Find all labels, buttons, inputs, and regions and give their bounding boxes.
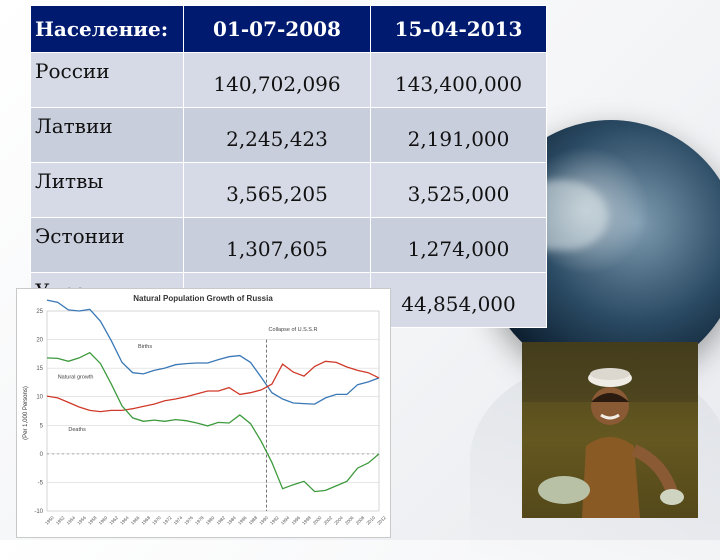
- chart-title: Natural Population Growth of Russia: [133, 294, 273, 303]
- header-label: Население:: [30, 5, 184, 53]
- annotation-label: Collapse of U.S.S.R: [269, 327, 318, 333]
- x-tick-label: 1954: [66, 515, 77, 526]
- x-tick-label: 1964: [119, 515, 130, 526]
- x-tick-label: 1966: [130, 515, 141, 526]
- x-tick-label: 2004: [333, 515, 344, 526]
- series-line: [46, 360, 380, 413]
- x-tick-label: 1984: [226, 515, 237, 526]
- x-tick-label: 1992: [269, 515, 280, 526]
- header-date-2013: 15-04-2013: [370, 5, 547, 53]
- x-tick-label: 2000: [312, 515, 323, 526]
- series-label: Births: [138, 344, 152, 350]
- x-tick-label: 1952: [55, 515, 66, 526]
- x-tick-label: 1982: [216, 515, 227, 526]
- x-tick-label: 2010: [365, 515, 376, 526]
- population-2013: 3,525,000: [370, 162, 547, 218]
- x-tick-label: 1968: [141, 515, 152, 526]
- y-tick-label: 0: [40, 452, 44, 458]
- x-tick-label: 1974: [173, 515, 184, 526]
- x-tick-label: 1950: [44, 515, 55, 526]
- x-tick-label: 1998: [301, 515, 312, 526]
- x-tick-label: 1990: [258, 515, 269, 526]
- y-tick-label: 15: [36, 366, 43, 372]
- series-line: [46, 351, 380, 493]
- country-name: России: [30, 52, 184, 108]
- country-name: Латвии: [30, 107, 184, 163]
- x-tick-label: 2012: [376, 515, 387, 526]
- population-table: Население: 01-07-2008 15-04-2013 России …: [30, 5, 547, 328]
- x-tick-label: 1978: [194, 515, 205, 526]
- x-tick-label: 2006: [344, 515, 355, 526]
- x-tick-label: 1960: [98, 515, 109, 526]
- table-row: Эстонии 1,307,605 1,274,000: [30, 217, 547, 273]
- population-2008: 2,245,423: [183, 107, 371, 163]
- table-row: Литвы 3,565,205 3,525,000: [30, 162, 547, 218]
- series-line: [46, 299, 380, 405]
- table-row: Латвии 2,245,423 2,191,000: [30, 107, 547, 163]
- x-tick-label: 1996: [290, 515, 301, 526]
- woman-photo: [522, 342, 698, 518]
- y-tick-label: 10: [36, 395, 43, 401]
- y-tick-label: -5: [38, 480, 44, 486]
- population-2008: 3,565,205: [183, 162, 371, 218]
- y-tick-label: -10: [34, 509, 43, 515]
- x-tick-label: 1976: [183, 515, 194, 526]
- x-tick-label: 2002: [323, 515, 334, 526]
- chart-ylabel: (Per 1,000 Persons): [23, 386, 29, 440]
- x-tick-label: 1980: [205, 515, 216, 526]
- country-name: Литвы: [30, 162, 184, 218]
- table-row: России 140,702,096 143,400,000: [30, 52, 547, 108]
- x-tick-label: 1972: [162, 515, 173, 526]
- y-tick-label: 25: [36, 309, 43, 315]
- x-tick-label: 1994: [280, 515, 291, 526]
- population-2013: 143,400,000: [370, 52, 547, 108]
- y-tick-label: 20: [36, 338, 43, 344]
- x-tick-label: 1956: [76, 515, 87, 526]
- y-tick-label: 5: [40, 423, 44, 429]
- header-date-2008: 01-07-2008: [183, 5, 371, 53]
- x-tick-label: 1988: [248, 515, 259, 526]
- population-growth-chart: Natural Population Growth of Russia (Per…: [16, 288, 391, 538]
- country-name: Эстонии: [30, 217, 184, 273]
- population-2008: 1,307,605: [183, 217, 371, 273]
- x-tick-label: 1986: [237, 515, 248, 526]
- x-tick-label: 1970: [151, 515, 162, 526]
- population-2013: 1,274,000: [370, 217, 547, 273]
- series-label: Natural growth: [58, 374, 94, 380]
- population-2013: 44,854,000: [370, 272, 547, 328]
- x-tick-label: 1962: [108, 515, 119, 526]
- population-2008: 140,702,096: [183, 52, 371, 108]
- population-2013: 2,191,000: [370, 107, 547, 163]
- x-tick-label: 2008: [355, 515, 366, 526]
- table-header-row: Население: 01-07-2008 15-04-2013: [30, 5, 547, 53]
- series-label: Deaths: [68, 427, 86, 433]
- x-tick-label: 1958: [87, 515, 98, 526]
